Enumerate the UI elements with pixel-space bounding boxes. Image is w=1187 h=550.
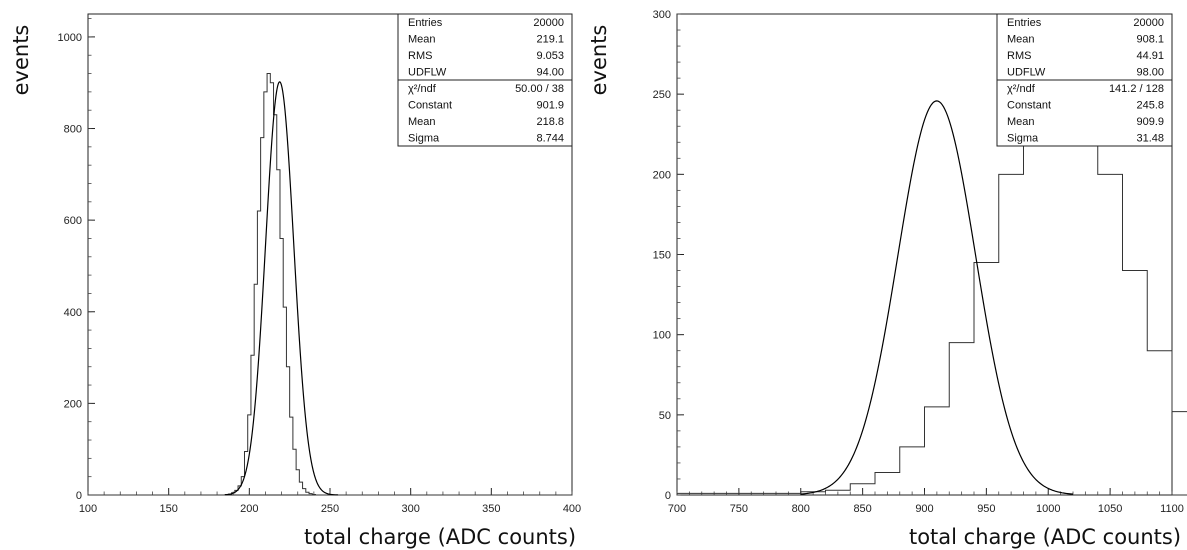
y-tick-label: 400 <box>64 307 82 319</box>
stats-value: 20000 <box>533 17 564 29</box>
stats-value: 20000 <box>1133 17 1164 29</box>
stats-value: 44.91 <box>1136 50 1164 62</box>
y-tick-label: 100 <box>653 330 671 342</box>
chart-panel-2: 700 750 800 850 900 950 1000 1050 1100 0 50 100 150 2… <box>587 9 1187 549</box>
y-tick-label: 0 <box>76 490 82 502</box>
stats-value: 245.8 <box>1136 100 1164 112</box>
stats-value: 50.00 / 38 <box>515 83 564 95</box>
chart-panel-1: 100 150 200 250 300 350 400 0 200 400 600 800 1000 ev… <box>9 13 581 549</box>
stats-label: χ²/ndf <box>408 83 437 95</box>
stats-label: Mean <box>1007 34 1035 46</box>
y-tick-label: 0 <box>665 490 671 502</box>
stats-label: Mean <box>408 34 436 46</box>
stats-box: Entries 20000 Mean 908.1 RMS 44.91 UDFLW 98.00 χ… <box>996 13 1173 147</box>
stats-label: Mean <box>1007 116 1035 128</box>
x-tick-label: 250 <box>321 503 339 515</box>
stats-value: 98.00 <box>1136 67 1164 79</box>
y-axis-label: events <box>587 25 611 96</box>
stats-box: Entries 20000 Mean 219.1 RMS 9.053 UDFLW 94.00 χ… <box>397 13 573 147</box>
x-tick-label: 150 <box>159 503 177 515</box>
histogram-series <box>88 73 572 496</box>
stats-value: 901.9 <box>536 100 564 112</box>
x-tick-label: 750 <box>730 503 748 515</box>
stats-value: 8.744 <box>536 133 564 145</box>
histogram-series <box>676 85 1187 496</box>
x-tick-label: 850 <box>853 503 871 515</box>
stats-label: UDFLW <box>408 67 447 79</box>
x-axis-label: total charge (ADC counts) <box>909 525 1181 549</box>
stats-label: Constant <box>408 100 452 112</box>
y-tick-label: 250 <box>653 89 671 101</box>
stats-label: RMS <box>1007 50 1031 62</box>
x-tick-label: 700 <box>668 503 686 515</box>
x-tick-label: 950 <box>977 503 995 515</box>
x-tick-label: 1000 <box>1036 503 1060 515</box>
y-tick-label: 150 <box>653 250 671 262</box>
gaussian-fit-curve <box>800 100 1074 495</box>
y-tick-label: 50 <box>659 410 671 422</box>
stats-value: 908.1 <box>1136 34 1164 46</box>
x-tick-label: 1050 <box>1098 503 1122 515</box>
stats-value: 218.8 <box>536 116 564 128</box>
stats-label: Entries <box>408 17 443 29</box>
stats-value: 31.48 <box>1136 133 1164 145</box>
x-tick-label: 350 <box>482 503 500 515</box>
stats-value: 9.053 <box>536 50 564 62</box>
stats-label: Sigma <box>408 133 440 145</box>
y-tick-label: 200 <box>64 398 82 410</box>
stats-value: 94.00 <box>536 67 564 79</box>
stats-label: Constant <box>1007 100 1051 112</box>
x-tick-label: 900 <box>915 503 933 515</box>
y-axis-label: events <box>9 25 33 96</box>
y-tick-label: 600 <box>64 215 82 227</box>
y-tick-label: 800 <box>64 124 82 136</box>
stats-value: 141.2 / 128 <box>1109 83 1164 95</box>
stats-label: Mean <box>408 116 436 128</box>
x-tick-label: 300 <box>401 503 419 515</box>
x-axis-label: total charge (ADC counts) <box>304 525 576 549</box>
x-tick-label: 800 <box>792 503 810 515</box>
stats-value: 909.9 <box>1136 116 1164 128</box>
stats-label: χ²/ndf <box>1007 83 1036 95</box>
y-tick-label: 200 <box>653 169 671 181</box>
stats-value: 219.1 <box>536 34 564 46</box>
stats-label: RMS <box>408 50 432 62</box>
gaussian-fit-curve <box>225 81 339 496</box>
x-tick-label: 400 <box>563 503 581 515</box>
x-tick-label: 100 <box>79 503 97 515</box>
y-tick-label: 1000 <box>58 32 82 44</box>
stats-label: UDFLW <box>1007 67 1046 79</box>
x-tick-label: 1100 <box>1160 503 1184 515</box>
stats-label: Sigma <box>1007 133 1039 145</box>
stats-label: Entries <box>1007 17 1042 29</box>
x-tick-label: 200 <box>240 503 258 515</box>
y-tick-label: 300 <box>653 9 671 21</box>
